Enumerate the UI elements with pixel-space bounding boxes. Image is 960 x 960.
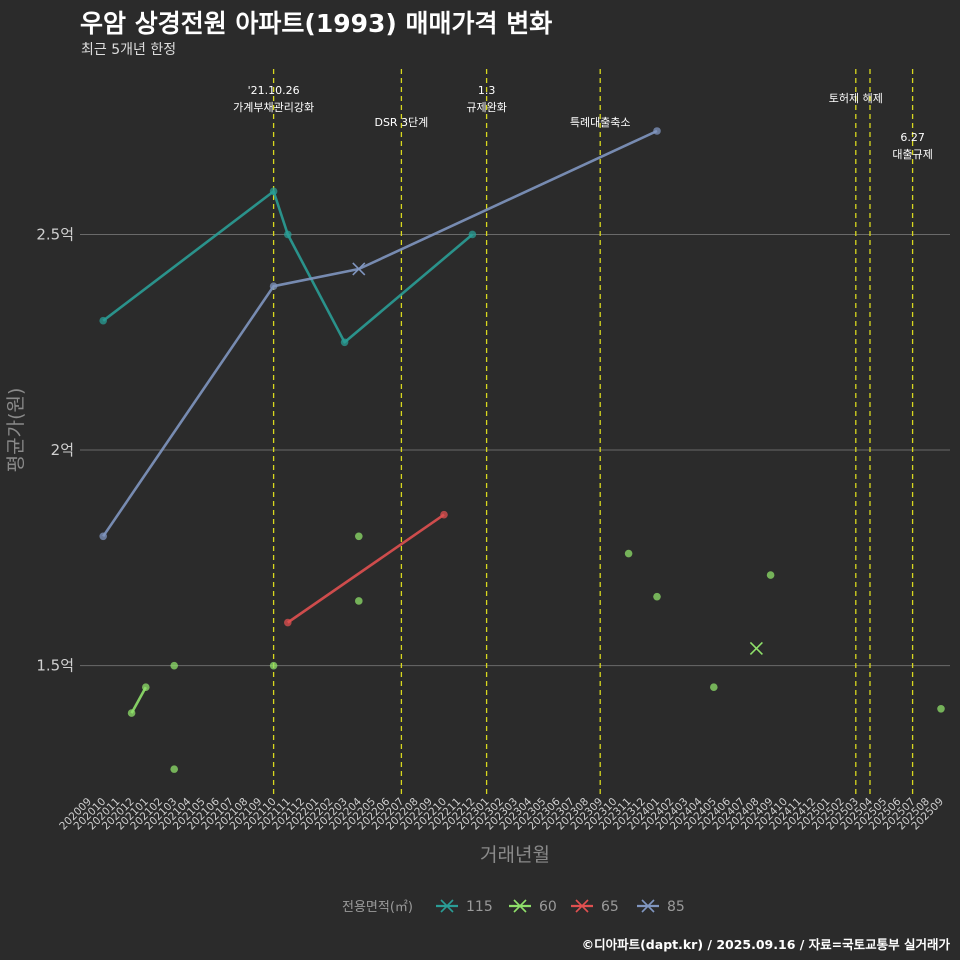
data-point-60 bbox=[269, 661, 278, 670]
y-axis-label: 평균가(원) bbox=[5, 388, 27, 473]
legend-swatch-x-60 bbox=[513, 899, 527, 913]
data-point-60 bbox=[127, 709, 136, 717]
series-line-65 bbox=[287, 513, 445, 624]
data-point-115 bbox=[99, 316, 107, 325]
x-axis-label: 거래년월 bbox=[480, 844, 550, 866]
y-gridlines bbox=[80, 233, 950, 667]
data-point-115 bbox=[284, 230, 292, 239]
data-point-60 bbox=[653, 592, 661, 601]
legend-item-60: 60 bbox=[539, 899, 557, 915]
data-point-60 bbox=[170, 765, 178, 773]
series-line-85 bbox=[102, 129, 658, 538]
legend-swatch-x-115 bbox=[440, 899, 454, 913]
legend: 전용면적(㎡) 115 60 65 85 bbox=[342, 899, 685, 915]
event-label: 대출규제 bbox=[892, 148, 932, 161]
chart-subtitle: 최근 5개년 한정 bbox=[81, 42, 177, 58]
data-point-60 bbox=[624, 549, 633, 558]
y-axis-ticks: 1.5억 2억 2.5억 bbox=[36, 225, 74, 674]
legend-item-85: 85 bbox=[667, 899, 685, 915]
event-label: 1.3 bbox=[478, 84, 496, 97]
y-tick-label: 2억 bbox=[51, 441, 74, 459]
data-point-115 bbox=[468, 230, 477, 239]
data-point-60 bbox=[142, 683, 150, 692]
y-tick-label: 1.5억 bbox=[36, 657, 74, 675]
x-marker-85 bbox=[352, 262, 366, 276]
data-point-115 bbox=[269, 187, 278, 196]
source-caption: ©디아파트(dapt.kr) / 2025.09.16 / 자료=국토교통부 실… bbox=[581, 937, 950, 952]
series-layer bbox=[99, 127, 945, 773]
event-label: 규제완화 bbox=[466, 101, 506, 114]
y-tick-label: 2.5억 bbox=[36, 225, 74, 243]
data-point-60 bbox=[710, 683, 718, 692]
event-label: 특례대출축소 bbox=[570, 116, 631, 129]
legend-item-65: 65 bbox=[601, 899, 619, 915]
data-point-60 bbox=[355, 532, 363, 541]
chart-title: 우암 상경전원 아파트(1993) 매매가격 변화 bbox=[80, 9, 553, 38]
data-point-60 bbox=[937, 704, 945, 713]
data-point-85 bbox=[99, 532, 107, 541]
x-marker-60 bbox=[749, 641, 763, 655]
event-label: '21.10.26 bbox=[248, 84, 300, 97]
event-label: 6.27 bbox=[900, 131, 925, 144]
legend-swatch-x-65 bbox=[575, 899, 589, 913]
data-point-60 bbox=[170, 661, 178, 670]
data-point-85 bbox=[269, 282, 278, 291]
legend-title: 전용면적(㎡) bbox=[342, 900, 413, 915]
event-label: 가계부채관리강화 bbox=[233, 101, 314, 114]
data-point-65 bbox=[440, 510, 448, 519]
legend-swatch-x-85 bbox=[641, 899, 655, 913]
legend-item-115: 115 bbox=[466, 899, 493, 915]
data-point-65 bbox=[284, 618, 292, 627]
event-label: DSR 3단계 bbox=[374, 116, 428, 129]
series-line-115 bbox=[102, 190, 474, 344]
series-line-60 bbox=[130, 686, 147, 714]
data-point-60 bbox=[766, 571, 775, 579]
x-axis-ticks: 2020092020102020112020122021012021022021… bbox=[57, 795, 946, 832]
data-point-85 bbox=[653, 127, 661, 135]
event-label: 토허제 해제 bbox=[829, 91, 883, 105]
data-point-60 bbox=[355, 597, 363, 605]
data-point-115 bbox=[340, 338, 349, 347]
